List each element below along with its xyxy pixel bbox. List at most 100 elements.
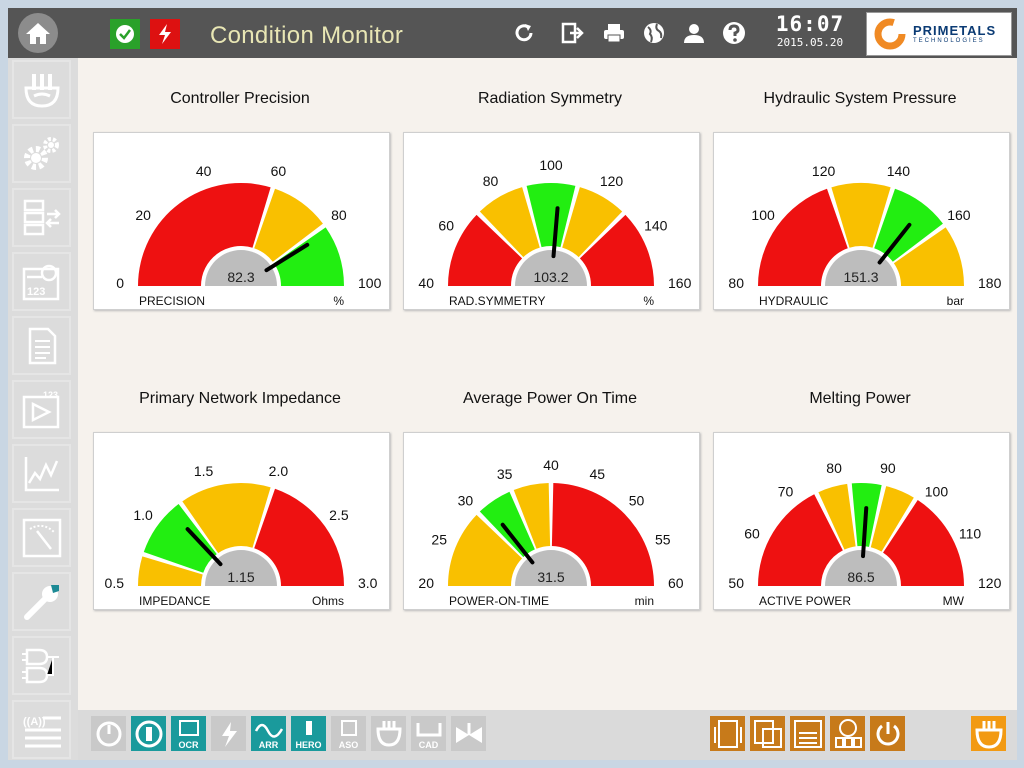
sidebar: 123 123 ((A)) [8,58,78,760]
toolbar-button-label: CAD [418,740,439,750]
gauge-svg: 0.5 1.0 1.5 2.0 2.5 3.0 1.15 IMPEDANCE Ohms [105,463,378,608]
sidebar-item-furnace[interactable] [12,60,71,119]
gauge-hub [515,550,587,586]
alarm-list-icon: ((A)) [23,716,61,747]
sidebar-item-meter[interactable] [12,508,71,567]
logout-button[interactable] [559,20,585,46]
gauge-band-red [579,214,654,286]
gauge-tick-label: 60 [668,575,684,591]
burner-button[interactable] [371,716,406,751]
logic-gates-icon [21,648,59,683]
sidebar-item-logic[interactable] [12,636,71,695]
gauge-label: RAD.SYMMETRY [449,294,545,308]
gauge-tick-label: 100 [751,207,775,223]
cad-button[interactable]: CAD [411,716,446,751]
gauge-hub [205,250,277,286]
gauge-value-readout: 151.3 [843,269,878,285]
brand-logo: PRIMETALS TECHNOLOGIES [866,12,1012,56]
sidebar-item-trends[interactable] [12,444,71,503]
valve-button[interactable] [451,716,486,751]
gears-icon [23,136,59,170]
help-button[interactable] [721,20,747,46]
sidebar-item-maintenance[interactable] [12,572,71,631]
gauge-band-red [254,488,344,586]
ocr-icon [178,719,199,736]
gauge-value-readout: 31.5 [537,569,564,585]
sidebar-item-document[interactable] [12,316,71,375]
meter-icon [22,518,61,557]
gauge-tick-label: 90 [880,460,896,476]
gauge-tick-label: 40 [418,275,434,291]
database-button[interactable] [750,716,785,751]
gauge-svg: 50 60 70 80 90 100 110 120 86.5 ACTIVE POWER MW [728,460,1001,608]
sidebar-item-counter[interactable]: 123 [12,252,71,311]
gauge-tick-label: 110 [959,526,982,542]
gauge-needle [877,222,912,265]
sidebar-item-gears[interactable] [12,124,71,183]
gauge-title: Hydraulic System Pressure [763,90,957,107]
arr-icon [254,723,283,738]
status-ok-badge[interactable] [110,19,140,49]
gauge-band-yellow [870,486,914,552]
gauge-label: POWER-ON-TIME [449,594,549,608]
gauge-svg: 20 25 30 35 40 45 50 55 60 31.5 POWER-ON-TIME min [418,457,684,608]
gauge-needle [264,242,310,273]
gauge-panel-melting-power: 50 60 70 80 90 100 110 120 86.5 ACTIVE POWER MW [713,432,1010,610]
gauge-band-red [883,500,964,586]
gauge-unit: min [635,594,654,608]
sc-button[interactable] [211,716,246,751]
gauge-band-yellow [138,556,203,586]
aso-button[interactable]: ASO [331,716,366,751]
gauge-unit: Ohms [312,594,344,608]
gauge-hub [205,550,277,586]
language-button[interactable] [641,20,667,46]
gauge-tick-label: 50 [629,492,645,508]
gauge-needle [500,522,535,565]
variables-button[interactable] [790,716,825,751]
sc-icon [221,721,237,747]
gauge-tick-label: 70 [778,483,794,499]
gauge-panel-precision: 0 20 40 60 80 100 82.3 PRECISION% [93,132,390,310]
refresh-button[interactable] [511,20,537,46]
arr-button[interactable]: ARR [251,716,286,751]
gauge-value-readout: 103.2 [533,269,568,285]
gauge-hub [825,250,897,286]
print-button[interactable] [601,20,627,46]
gauge-tick-label: 180 [978,275,1002,291]
toolbar-button-label: OCR [178,740,199,750]
gauge-hub [825,550,897,586]
ocr-button[interactable]: OCR [171,716,206,751]
signal-list-button[interactable] [710,716,745,751]
bottom-toolbar: OCR ARR HERO ASO CAD [78,710,1017,760]
furnace-icon [23,73,60,108]
gauge-title: Melting Power [809,390,911,407]
gauge-band-yellow [479,187,540,258]
power-cycle-button[interactable] [91,716,126,751]
hero-button[interactable]: HERO [291,716,326,751]
gauge-label: ACTIVE POWER [759,594,851,608]
gauge-tick-label: 120 [812,163,836,179]
power-status-badge[interactable] [150,19,180,49]
valve-icon [455,722,482,743]
gauge-tick-label: 120 [600,173,624,189]
gauge-tick-label: 40 [196,163,212,179]
info-button[interactable] [830,716,865,751]
gauge-label: IMPEDANCE [139,594,210,608]
shutdown-button[interactable] [870,716,905,751]
sidebar-item-sequence[interactable]: 123 [12,380,71,439]
stop-button[interactable] [131,716,166,751]
trend-chart-icon [24,456,59,491]
home-button[interactable] [18,13,58,53]
gauge-tick-label: 60 [438,218,454,234]
furnace-button[interactable] [971,716,1006,751]
gauge-tick-label: 45 [590,466,606,482]
gauge-tick-label: 3.0 [358,575,378,591]
furnace-icon [974,720,1003,749]
sidebar-item-alarms[interactable]: ((A)) [12,700,71,759]
app-window: Condition Monitor 16:07 2015.05.20 [8,8,1017,760]
shutdown-icon [876,721,899,745]
gauge-tick-label: 60 [744,526,760,542]
user-button[interactable] [681,20,707,46]
gauge-band-yellow [182,483,271,554]
sidebar-item-transfer[interactable] [12,188,71,247]
